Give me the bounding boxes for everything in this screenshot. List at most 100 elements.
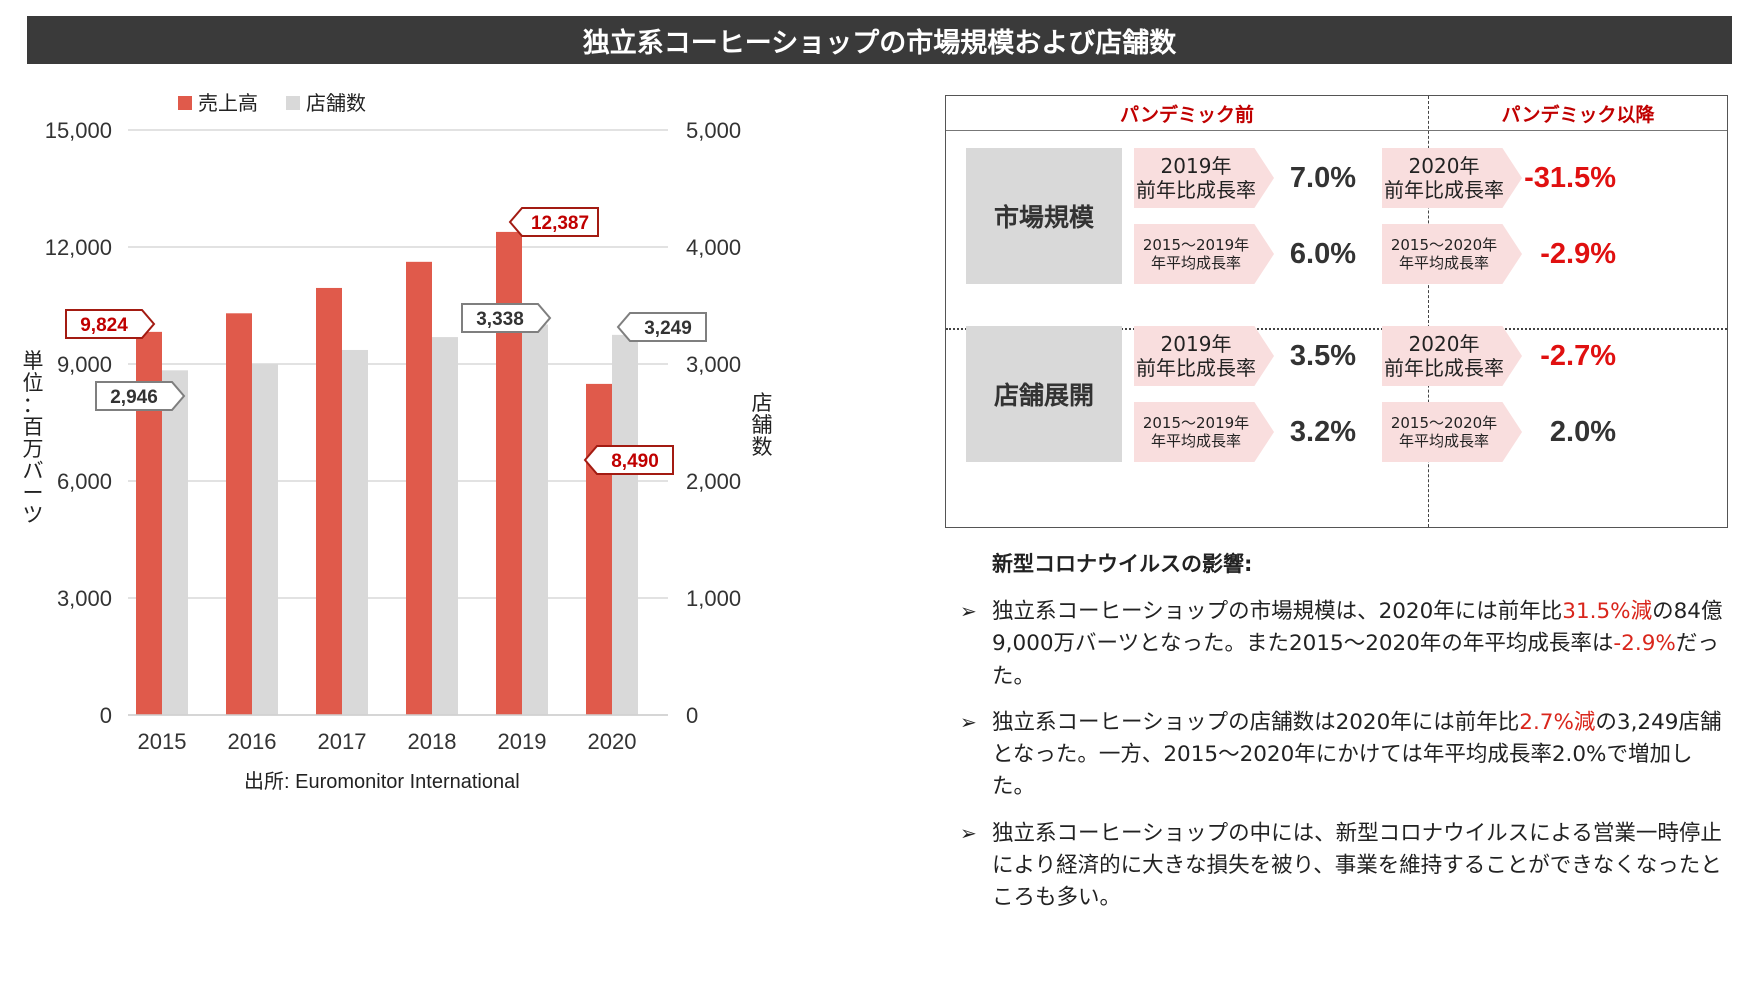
note-bullet: ➢ 独立系コーヒーショップの店舗数は2020年には前年比2.7%減の3,249店舗… — [960, 707, 1730, 804]
callout-box — [616, 312, 707, 342]
metric-chevron: 2015～2020年 年平均成長率 — [1382, 402, 1522, 462]
metric-chevron: 2019年 前年比成長率 — [1134, 148, 1274, 208]
legend-label: 店舗数 — [306, 91, 366, 115]
note-text: の3,249店舗となった。一方、2015～2020年にかけては年平均成長率2.0… — [992, 709, 1722, 800]
y-right-tick-label: 1,000 — [686, 586, 741, 611]
metric-type: 年平均成長率 — [1150, 432, 1241, 450]
note-bullet: ➢ 独立系コーヒーショップの中には、新型コロナウイルスによる営業一時停止により経済… — [960, 818, 1730, 915]
row-label: 店舗展開 — [966, 326, 1122, 462]
header-divider — [946, 130, 1727, 131]
metric-chevron: 2020年 前年比成長率 — [1382, 326, 1522, 386]
metric-chevron: 2020年 前年比成長率 — [1382, 148, 1522, 208]
y-left-tick-label: 3,000 — [57, 586, 112, 611]
arrow-bullet-icon: ➢ — [960, 709, 977, 734]
metric-value: 3.2% — [1289, 415, 1356, 448]
y-right-axis-title: 店舗数 — [752, 391, 773, 459]
y-left-tick-label: 6,000 — [57, 469, 112, 494]
y-left-tick-label: 0 — [100, 703, 112, 728]
bar-stores — [612, 334, 638, 715]
x-tick-label: 2017 — [318, 729, 367, 754]
highlight-text: -2.9% — [1613, 631, 1676, 657]
page-title: 独立系コーヒーショップの市場規模および店舗数 — [27, 16, 1732, 64]
bar-sales — [406, 261, 432, 715]
header-pre-pandemic: パンデミック前 — [1120, 103, 1254, 126]
metric-value: -2.7% — [1540, 339, 1616, 372]
bar-stores — [522, 324, 548, 715]
bar-sales — [586, 383, 612, 715]
x-tick-label: 2015 — [138, 729, 187, 754]
metric-value: -31.5% — [1524, 161, 1616, 194]
notes-title: 新型コロナウイルスの影響: — [992, 552, 1253, 576]
note-text: 独立系コーヒーショップの店舗数は2020年には前年比 — [992, 709, 1520, 735]
metric-chevron: 2019年 前年比成長率 — [1134, 326, 1274, 386]
callout-box — [65, 309, 156, 339]
y-right-tick-label: 3,000 — [686, 352, 741, 377]
callout-box — [461, 303, 552, 333]
bar-chart: 0 3,000 6,000 9,000 12,000 15,000 0 1,000 2,000 3… — [0, 70, 880, 930]
note-text: 独立系コーヒーショップの市場規模は、2020年には前年比 — [992, 599, 1563, 624]
x-tick-label: 2020 — [588, 729, 637, 754]
metric-period: 2015～2019年 — [1142, 236, 1250, 254]
metric-period: 2019年 — [1160, 332, 1232, 356]
metric-chevron: 2015～2019年 年平均成長率 — [1134, 224, 1274, 284]
y-left-axis-title: 単位：百万バーツ — [23, 349, 44, 527]
metric-type: 前年比成長率 — [1384, 178, 1504, 202]
x-tick-label: 2016 — [228, 729, 277, 754]
y-right-tick-label: 0 — [686, 703, 698, 728]
callout-label: 3,338 — [476, 309, 524, 330]
metric-type: 前年比成長率 — [1384, 356, 1504, 380]
bar-sales — [226, 313, 252, 715]
metric-period: 2020年 — [1408, 332, 1480, 356]
kpi-table: パンデミック前 パンデミック以降 市場規模 2019年 前年比成長率 7.0% 2015… — [945, 95, 1728, 528]
y-right-tick-label: 4,000 — [686, 235, 741, 260]
metric-type: 年平均成長率 — [1150, 254, 1241, 272]
note-text: 独立系コーヒーショップの中には、新型コロナウイルスによる営業一時停止により経済的… — [992, 820, 1722, 911]
arrow-bullet-icon: ➢ — [960, 599, 977, 623]
metric-value: -2.9% — [1540, 237, 1616, 270]
callout-label: 3,249 — [644, 318, 692, 339]
metric-type: 前年比成長率 — [1136, 178, 1256, 202]
y-left-tick-label: 9,000 — [57, 352, 112, 377]
source-note: 出所: Euromonitor International — [244, 770, 520, 793]
metric-value: 7.0% — [1289, 161, 1356, 194]
metric-period: 2020年 — [1408, 154, 1480, 178]
callout-label: 9,824 — [80, 315, 128, 336]
metric-chevron: 2015～2019年 年平均成長率 — [1134, 402, 1274, 462]
legend-swatch — [286, 96, 300, 110]
metric-period: 2019年 — [1160, 154, 1232, 178]
callout-label: 12,387 — [531, 213, 589, 234]
metric-type: 年平均成長率 — [1398, 254, 1489, 272]
bar-stores — [342, 349, 368, 715]
metric-value: 6.0% — [1289, 237, 1356, 270]
callout-box — [583, 445, 674, 475]
legend-label: 売上高 — [198, 91, 258, 115]
bar-sales — [316, 287, 342, 715]
y-left-tick-label: 15,000 — [45, 118, 112, 143]
bar-stores — [252, 364, 278, 715]
metric-period: 2015～2020年 — [1390, 414, 1498, 432]
metric-value: 2.0% — [1549, 415, 1616, 448]
metric-period: 2015～2020年 — [1390, 236, 1498, 254]
row-divider — [946, 328, 1727, 330]
row-label: 市場規模 — [966, 148, 1122, 284]
note-text: の84億9,000万バーツとなった。また2015～2020年の年平均成長率は — [992, 599, 1723, 657]
note-text: だった。 — [992, 631, 1719, 689]
metric-period: 2015～2019年 — [1142, 414, 1250, 432]
arrow-bullet-icon: ➢ — [960, 820, 977, 845]
legend-swatch — [178, 96, 192, 110]
highlight-text: 31.5%減 — [1562, 599, 1653, 624]
notes-list: ➢ 独立系コーヒーショップの市場規模は、2020年には前年比31.5%減の84億9… — [960, 596, 1730, 914]
x-tick-label: 2019 — [498, 729, 547, 754]
covid-impact-notes: 新型コロナウイルスの影響: ➢ 独立系コーヒーショップの市場規模は、2020年には… — [960, 548, 1730, 928]
bar-stores — [432, 337, 458, 715]
header-post-pandemic: パンデミック以降 — [1501, 103, 1655, 126]
callout-box — [95, 381, 186, 411]
y-right-tick-label: 5,000 — [686, 118, 741, 143]
metric-value: 3.5% — [1289, 339, 1356, 372]
metric-type: 年平均成長率 — [1398, 432, 1489, 450]
metric-type: 前年比成長率 — [1136, 356, 1256, 380]
highlight-text: 2.7%減 — [1519, 709, 1596, 735]
chart-svg: 0 3,000 6,000 9,000 12,000 15,000 0 1,000 2,000 3… — [23, 91, 773, 793]
y-left-tick-label: 12,000 — [45, 235, 112, 260]
bar-stores — [162, 370, 188, 715]
